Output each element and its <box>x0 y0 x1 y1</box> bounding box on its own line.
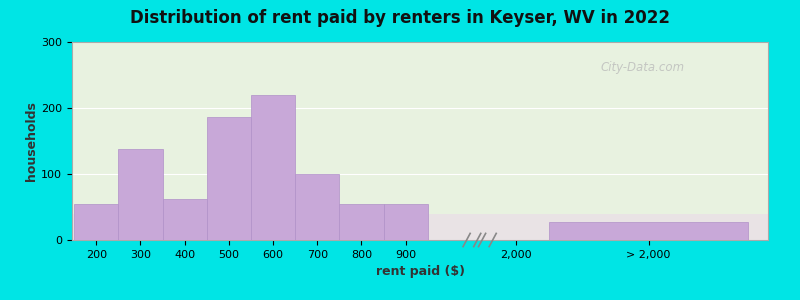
Bar <box>72 214 768 240</box>
Bar <box>550 221 748 240</box>
Text: City-Data.com: City-Data.com <box>601 61 685 74</box>
Bar <box>295 174 339 240</box>
Bar <box>162 199 206 240</box>
Y-axis label: households: households <box>26 101 38 181</box>
Bar <box>118 149 162 240</box>
Bar <box>74 204 118 240</box>
Text: Distribution of rent paid by renters in Keyser, WV in 2022: Distribution of rent paid by renters in … <box>130 9 670 27</box>
Bar <box>251 95 295 240</box>
Bar <box>383 204 428 240</box>
X-axis label: rent paid ($): rent paid ($) <box>375 265 465 278</box>
Bar <box>339 204 383 240</box>
Bar <box>206 117 251 240</box>
